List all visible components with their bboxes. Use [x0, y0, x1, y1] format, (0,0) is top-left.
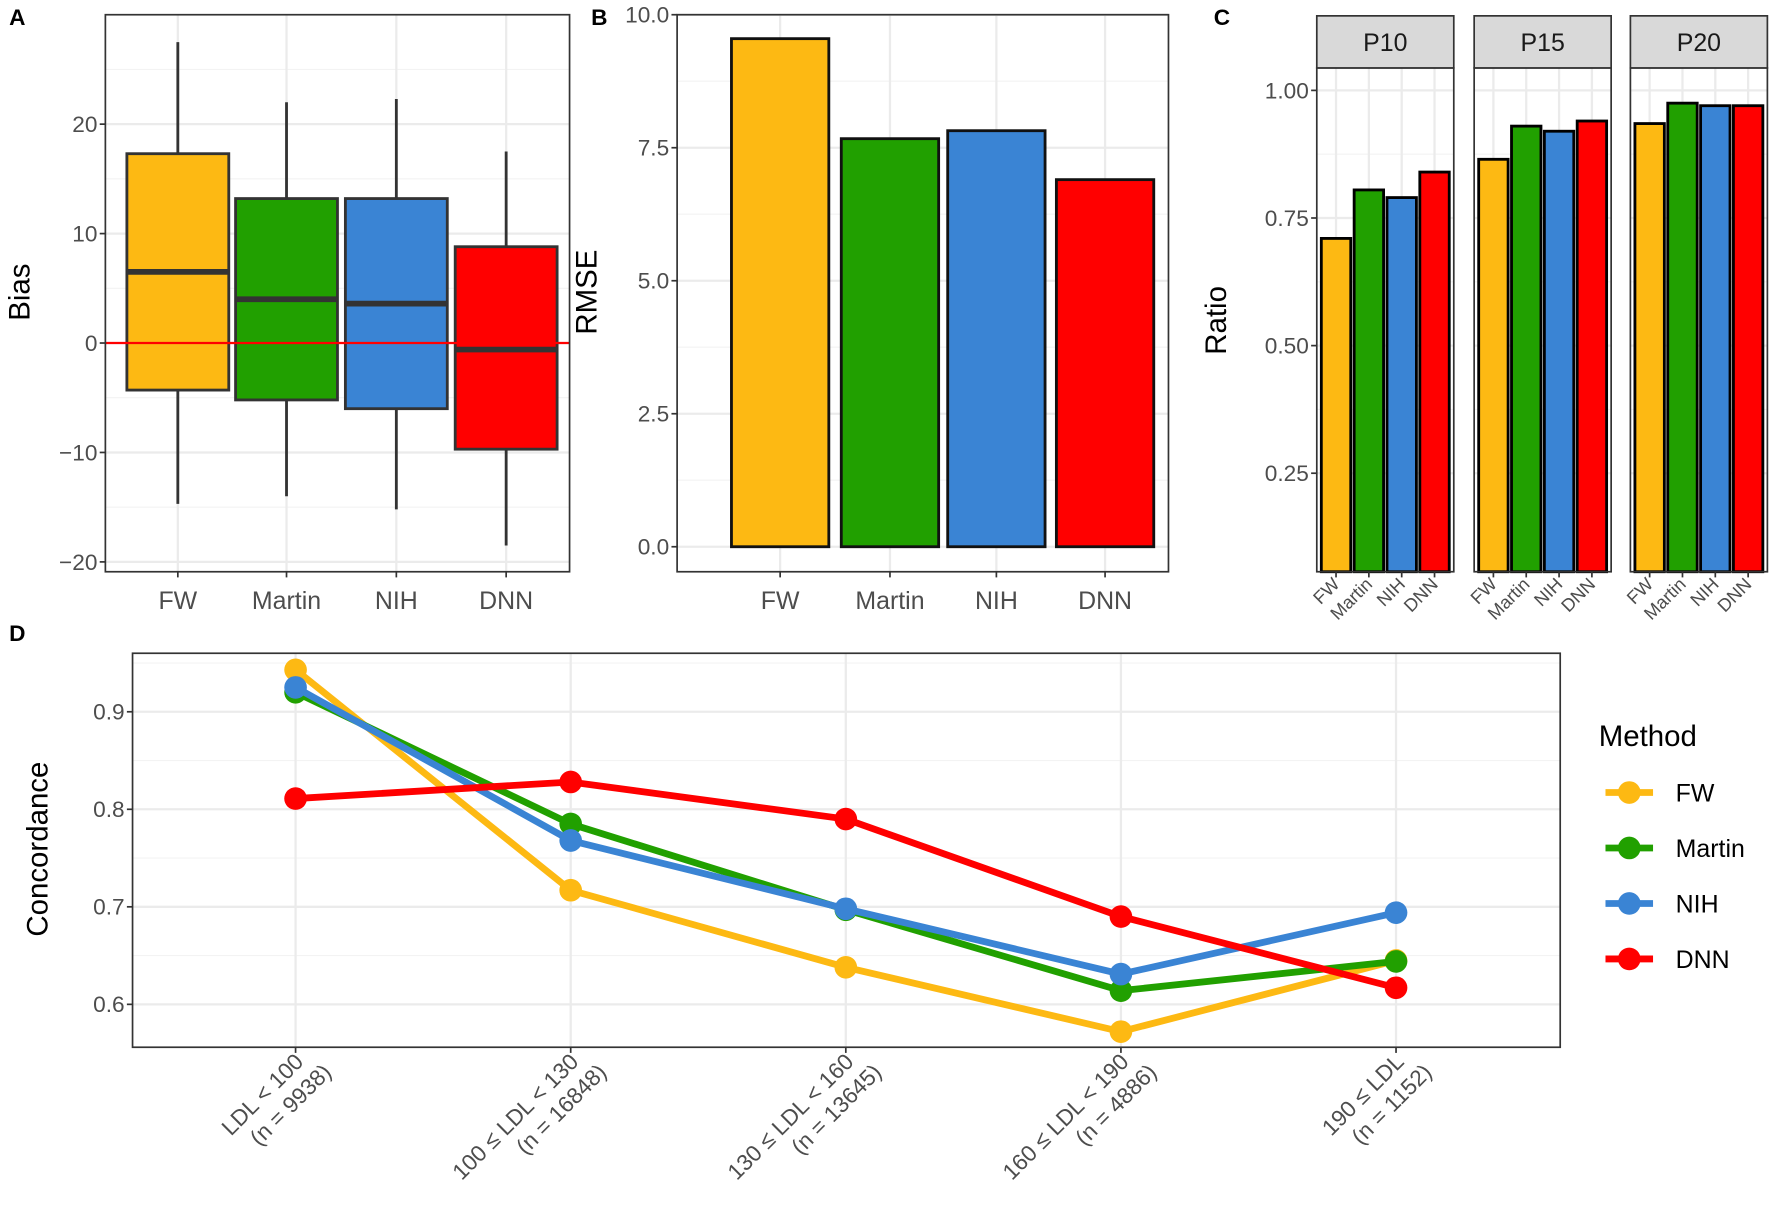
panel-a-border [104, 13, 571, 573]
y-tick-label: 20 [72, 112, 97, 137]
bar-nih [1699, 104, 1732, 574]
bar-fw [1319, 237, 1353, 574]
point-fw [284, 658, 307, 682]
y-tick-label: 5.0 [638, 269, 669, 294]
legend-label: FW [1676, 780, 1715, 808]
point-martin [559, 812, 583, 836]
y-tick-label: 7.5 [638, 136, 669, 161]
y-tick-label: −20 [59, 550, 97, 575]
facet-strip-label: P10 [1363, 29, 1407, 57]
facet-strip-label: P15 [1521, 29, 1565, 57]
x-tick-label: DNN [1714, 574, 1756, 616]
legend-label: Martin [1676, 835, 1745, 863]
panel-label-d: D [9, 621, 25, 646]
y-tick-label: 10.0 [625, 3, 669, 28]
x-tick-label: DNN [1557, 574, 1599, 616]
facet-strip [1473, 15, 1612, 69]
point-dnn [1384, 976, 1408, 1000]
y-tick-label: 0.75 [1265, 206, 1309, 231]
bar-martin [1510, 124, 1543, 574]
x-tick-label-group: 100 ≤ LDL < 130(n = 16848) [448, 1049, 612, 1185]
y-axis-title: Bias [4, 263, 37, 320]
y-axis-title: Concordance [22, 762, 55, 937]
point-dnn [284, 787, 307, 810]
point-nih [284, 676, 307, 699]
point-dnn [834, 807, 858, 831]
panel-b-border [676, 13, 1170, 573]
point-nih [1109, 962, 1133, 986]
x-tick-label: DNN [1078, 587, 1132, 615]
bar-dnn [1575, 119, 1609, 574]
x-tick-label: FW [761, 587, 800, 615]
point-dnn [1109, 905, 1133, 928]
legend-key-point [1617, 781, 1641, 804]
y-tick-label: 0.25 [1265, 461, 1309, 486]
legend-title: Method [1599, 720, 1697, 753]
bar-dnn [1732, 104, 1765, 574]
facet-strip-label: P20 [1677, 29, 1721, 57]
bar-nih [1542, 129, 1576, 574]
facet-strip [1315, 15, 1455, 69]
y-tick-label: 10 [72, 222, 97, 247]
point-fw [559, 878, 583, 902]
bar-nih [946, 129, 1047, 549]
y-tick-label: 0.8 [93, 797, 124, 822]
facet-strip [1629, 15, 1769, 69]
panel-label-c: C [1214, 5, 1230, 30]
y-axis-title: Ratio [1200, 286, 1233, 355]
bar-fw [1477, 157, 1510, 574]
x-tick-label: NIH [375, 587, 418, 615]
legend-label: NIH [1676, 891, 1719, 919]
x-tick-label-group: 160 ≤ LDL < 190(n = 4886) [998, 1049, 1162, 1185]
x-tick-label: FW [158, 587, 197, 615]
x-tick-label: DNN [1400, 574, 1442, 616]
bar-martin [1352, 188, 1386, 574]
y-tick-label: 0.6 [93, 992, 124, 1017]
panel-label-a: A [9, 5, 25, 30]
y-tick-label: 1.00 [1265, 78, 1309, 103]
legend-label: DNN [1676, 946, 1730, 974]
point-dnn [559, 770, 583, 794]
bar-dnn [1418, 170, 1451, 574]
x-tick-label: NIH [975, 587, 1018, 615]
y-tick-label: 2.5 [638, 402, 669, 427]
point-fw [1109, 1020, 1133, 1043]
bar-martin [839, 137, 941, 549]
y-tick-label: 0.9 [93, 700, 124, 725]
point-nih [559, 829, 583, 852]
x-tick-label-group: 190 ≤ LDL(n = 1152) [1317, 1049, 1436, 1149]
panel-label-b: B [591, 5, 607, 30]
legend-key-point [1617, 892, 1641, 915]
bar-fw [730, 37, 831, 549]
x-tick-label: Martin [855, 587, 924, 615]
point-nih [834, 897, 858, 921]
x-tick-label: Martin [252, 587, 321, 615]
point-martin [1384, 950, 1408, 973]
x-tick-label: DNN [479, 587, 533, 615]
y-tick-label: 0.7 [93, 895, 124, 920]
bar-nih [1385, 196, 1418, 574]
y-axis-title: RMSE [571, 250, 604, 335]
bar-fw [1633, 122, 1666, 574]
x-tick-label-group: LDL < 100(n = 9938) [217, 1049, 336, 1150]
legend-key-point [1617, 947, 1641, 971]
bar-martin [1666, 101, 1699, 574]
y-tick-label: −10 [59, 440, 97, 465]
bar-dnn [1054, 178, 1156, 549]
x-tick-label-group: 130 ≤ LDL < 160(n = 13645) [723, 1049, 887, 1185]
y-tick-label: 0 [85, 331, 98, 356]
point-fw [834, 955, 858, 979]
y-tick-label: 0.50 [1265, 334, 1309, 359]
point-nih [1384, 901, 1408, 924]
legend-key-point [1617, 836, 1641, 860]
point-martin [1109, 979, 1133, 1003]
y-tick-label: 0.0 [638, 535, 669, 560]
